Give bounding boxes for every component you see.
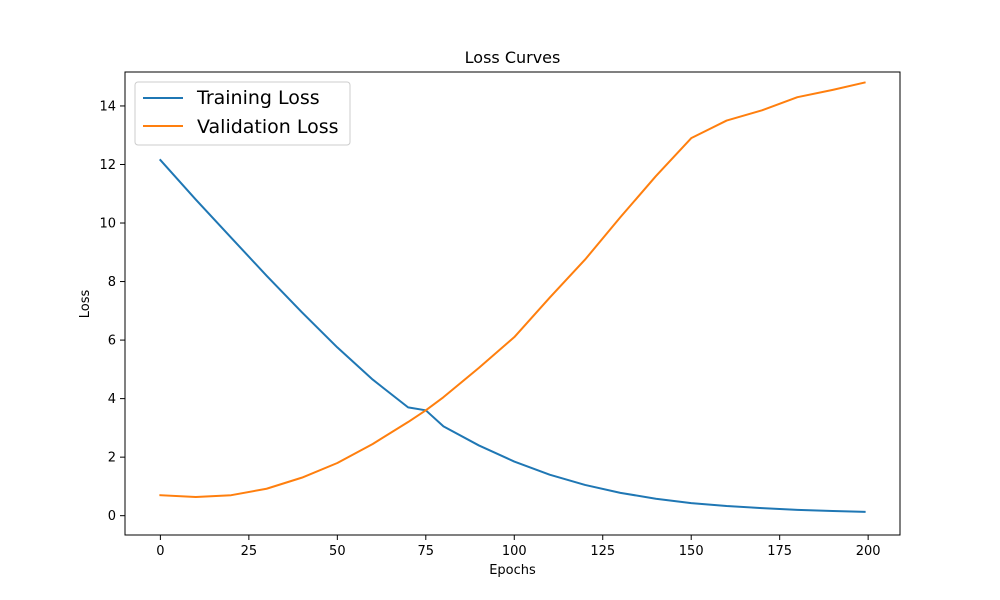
y-tick-label: 6 <box>108 334 116 349</box>
y-tick-label: 10 <box>99 217 116 232</box>
series-line-training-loss <box>158 158 866 513</box>
y-tick-label: 12 <box>99 158 116 173</box>
x-tick-label: 125 <box>590 544 615 559</box>
legend-box <box>134 81 351 146</box>
series-line-validation-loss <box>159 81 866 498</box>
y-tick-label: 4 <box>108 392 116 407</box>
series-lines <box>158 81 866 513</box>
y-axis-label: Loss <box>78 290 93 319</box>
x-tick-label: 175 <box>767 544 792 559</box>
x-tick-label: 200 <box>856 544 881 559</box>
legend: Training Loss Validation Loss <box>134 81 351 146</box>
y-tick-label: 14 <box>99 99 116 114</box>
x-tick-label: 50 <box>329 544 346 559</box>
x-axis: 0 25 50 75 100 125 150 175 200 <box>156 535 881 559</box>
x-tick-label: 100 <box>502 544 527 559</box>
x-tick-label: 0 <box>156 544 164 559</box>
legend-label-training-loss: Training Loss <box>196 87 320 109</box>
legend-label-validation-loss: Validation Loss <box>197 116 339 138</box>
y-tick-label: 8 <box>108 275 116 290</box>
y-tick-label: 0 <box>108 509 116 524</box>
y-axis: 0 2 4 6 8 10 12 14 <box>99 99 125 524</box>
plot-frame <box>124 71 901 536</box>
chart-title: Loss Curves <box>465 48 561 67</box>
x-tick-label: 25 <box>241 544 258 559</box>
x-tick-label: 150 <box>679 544 704 559</box>
y-tick-label: 2 <box>108 451 116 466</box>
x-axis-label: Epochs <box>489 563 536 578</box>
x-tick-label: 75 <box>418 544 435 559</box>
